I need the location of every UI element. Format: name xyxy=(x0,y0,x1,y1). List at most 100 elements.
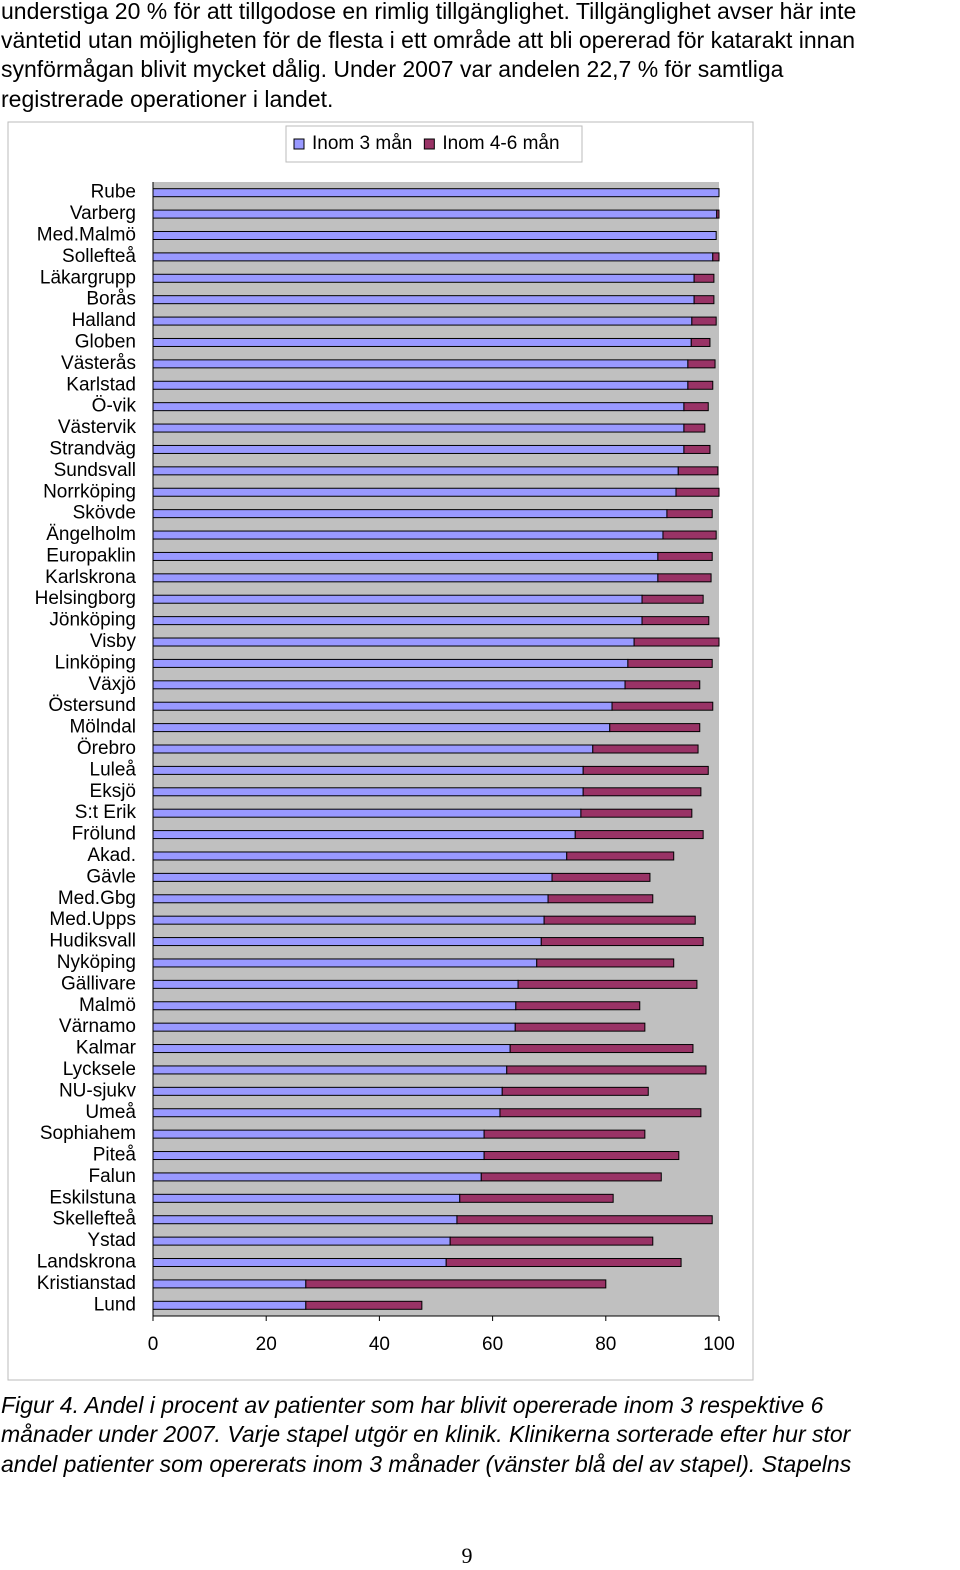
bar-segment xyxy=(657,551,713,561)
bar-segment xyxy=(152,1151,485,1161)
bar-segment xyxy=(690,337,711,347)
bar-segment xyxy=(683,423,706,433)
bar-segment xyxy=(152,530,664,540)
bar-segment xyxy=(693,295,715,305)
bar-segment xyxy=(657,573,712,583)
bar-segment xyxy=(515,1001,641,1011)
bar-segment xyxy=(152,402,685,412)
bar-segment xyxy=(693,273,715,283)
y-tick-label: Västerås xyxy=(61,353,136,374)
bar-segment xyxy=(152,872,553,882)
bar-segment xyxy=(152,573,659,583)
y-tick-label: Eksjö xyxy=(90,781,136,802)
bar-segment xyxy=(592,744,699,754)
bar-segment xyxy=(582,765,709,775)
bar-segment xyxy=(633,637,720,647)
bar-segment xyxy=(483,1151,680,1161)
y-tick-label: Med.Upps xyxy=(49,909,136,930)
y-tick-label: Europaklin xyxy=(46,545,136,566)
bar-segment xyxy=(540,937,704,947)
bar-segment xyxy=(580,808,693,818)
caption: Figur 4. Andel i procent av patienter so… xyxy=(1,1392,824,1418)
bar-segment xyxy=(152,466,679,476)
bar-segment xyxy=(152,765,584,775)
y-tick-label: Malmö xyxy=(79,995,136,1016)
bar-segment xyxy=(152,1022,516,1032)
x-tick-label: 20 xyxy=(256,1334,277,1355)
y-tick-label: Visby xyxy=(90,631,137,652)
bar-segment xyxy=(611,701,714,711)
y-tick-label: S:t Erik xyxy=(75,802,137,823)
bar-segment xyxy=(514,1022,646,1032)
bar-segment xyxy=(624,680,701,690)
bar-segment xyxy=(675,487,720,497)
y-tick-label: Landskrona xyxy=(37,1252,137,1273)
bar-segment xyxy=(641,616,710,626)
y-tick-label: Läkargrupp xyxy=(40,267,136,288)
bar-segment xyxy=(609,723,701,733)
bar-segment xyxy=(666,509,713,519)
bar-segment xyxy=(152,1044,511,1054)
bar-segment xyxy=(152,1279,307,1289)
bar-segment xyxy=(152,487,677,497)
bar-segment xyxy=(152,851,568,861)
x-tick-label: 60 xyxy=(482,1334,503,1355)
caption: månader under 2007. Varje stapel utgör e… xyxy=(1,1421,851,1447)
bar-segment xyxy=(152,616,643,626)
legend-swatch xyxy=(423,138,435,150)
y-tick-label: Skellefteå xyxy=(53,1209,137,1230)
bar-segment xyxy=(483,1129,646,1139)
bar-segment xyxy=(152,1193,461,1203)
y-tick-label: Örebro xyxy=(77,738,136,759)
y-tick-label: Luleå xyxy=(90,759,137,780)
x-tick-label: 0 xyxy=(148,1334,159,1355)
bar-segment xyxy=(547,894,654,904)
y-tick-label: Karlskrona xyxy=(45,567,136,588)
bar-segment xyxy=(152,937,542,947)
y-tick-label: Ängelholm xyxy=(46,524,136,545)
bar-segment xyxy=(152,423,685,433)
bar-segment xyxy=(152,658,629,668)
y-tick-label: Kristianstad xyxy=(37,1273,136,1294)
y-tick-label: Borås xyxy=(86,289,136,310)
y-tick-label: Lund xyxy=(94,1294,136,1315)
bar-segment xyxy=(506,1065,707,1075)
bar-segment xyxy=(152,787,584,797)
bar-segment xyxy=(641,594,704,604)
bar-segment xyxy=(152,830,576,840)
bar-segment xyxy=(152,551,659,561)
bar-segment xyxy=(152,380,689,390)
bar-segment xyxy=(551,872,651,882)
body-text: understiga 20 % för att tillgodose en ri… xyxy=(1,0,857,24)
x-tick-label: 80 xyxy=(595,1334,616,1355)
bar-segment xyxy=(582,787,702,797)
y-tick-label: Kalmar xyxy=(76,1038,137,1059)
y-tick-label: Sundsvall xyxy=(54,460,136,481)
bar-segment xyxy=(152,1258,447,1268)
bar-segment xyxy=(683,402,709,412)
bar-segment xyxy=(152,188,720,198)
bar-segment xyxy=(152,1001,517,1011)
bar-segment xyxy=(445,1258,682,1268)
y-tick-label: Lycksele xyxy=(63,1059,136,1080)
y-tick-label: Sollefteå xyxy=(62,246,136,267)
y-tick-label: Falun xyxy=(88,1166,136,1187)
y-tick-label: Umeå xyxy=(85,1102,136,1123)
y-tick-label: Skövde xyxy=(73,503,136,524)
y-tick-label: Västervik xyxy=(58,417,137,438)
bar-segment xyxy=(152,1086,503,1096)
bar-segment xyxy=(152,744,594,754)
bar-segment xyxy=(152,252,714,262)
x-tick-label: 40 xyxy=(369,1334,390,1355)
bar-segment xyxy=(152,316,693,326)
legend-swatch xyxy=(293,138,305,150)
bar-segment xyxy=(456,1215,713,1225)
y-tick-label: Jönköping xyxy=(49,610,136,631)
bar-segment xyxy=(687,380,714,390)
bar-segment xyxy=(662,530,717,540)
bar-segment xyxy=(509,1044,694,1054)
bar-segment xyxy=(152,509,668,519)
bar-segment xyxy=(536,958,675,968)
bar-segment xyxy=(459,1193,614,1203)
